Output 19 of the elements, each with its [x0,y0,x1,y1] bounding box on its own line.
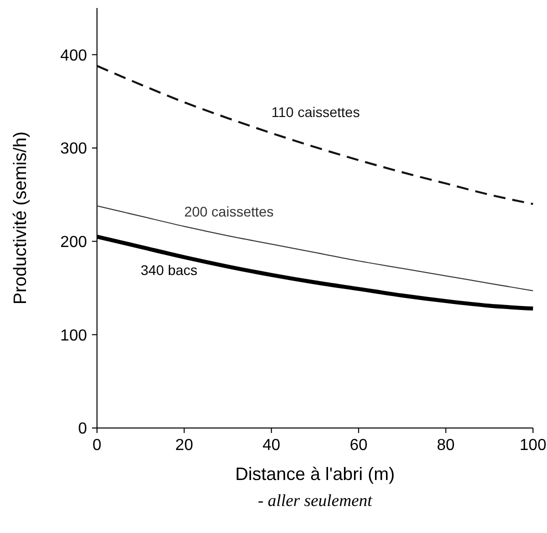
series-label: 200 caissettes [184,203,274,220]
x-tick-label: 80 [436,437,455,454]
y-tick-label: 400 [60,47,88,64]
series-label: 110 caissettes [271,104,360,120]
series-label: 340 bacs [140,262,198,278]
text: - aller seulement [258,491,374,510]
x-tick-label: 60 [350,437,368,454]
x-tick-label: 20 [175,437,194,454]
line-series [96,64,534,205]
y-tick-label: 0 [78,420,88,438]
y-tick-label: 100 [60,327,88,344]
x-tick-label: 40 [262,437,280,454]
x-tick-label: 0 [92,437,102,454]
line-series [96,205,534,292]
y-tick-label: 200 [60,234,88,251]
y-axis-title: Productivité (semis/h) [10,131,30,305]
x-tick-label: 100 [520,437,546,454]
y-tick-label: 300 [60,140,88,158]
x-axis-title: Distance à l'abri (m) [235,464,395,484]
